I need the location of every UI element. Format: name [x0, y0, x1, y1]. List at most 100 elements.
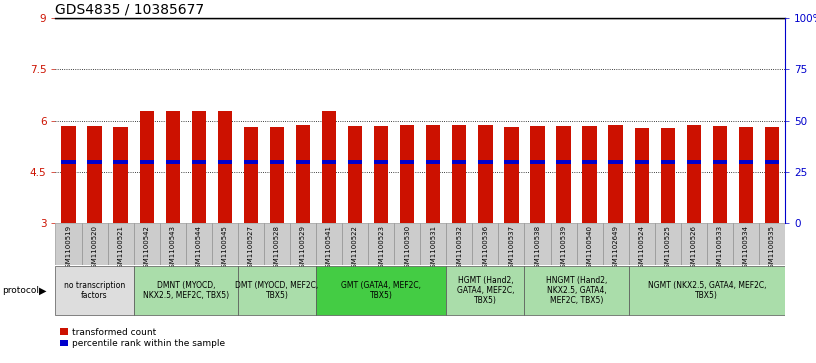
- Bar: [628, 223, 654, 265]
- Bar: [400, 125, 415, 223]
- Text: GSM1100520: GSM1100520: [91, 225, 98, 272]
- Bar: [681, 223, 707, 265]
- Bar: [525, 223, 551, 265]
- Legend: transformed count, percentile rank within the sample: transformed count, percentile rank withi…: [60, 327, 225, 348]
- Text: GSM1100523: GSM1100523: [378, 225, 384, 272]
- Text: GSM1100536: GSM1100536: [482, 225, 488, 273]
- Text: GSM1100521: GSM1100521: [118, 225, 123, 272]
- Bar: [238, 223, 264, 265]
- Bar: [296, 125, 310, 223]
- Text: GSM1100541: GSM1100541: [326, 225, 332, 272]
- Bar: [244, 127, 258, 223]
- Bar: [504, 160, 519, 164]
- Bar: [270, 127, 284, 223]
- Bar: [446, 223, 472, 265]
- Bar: [166, 111, 180, 223]
- Text: GSM1100524: GSM1100524: [639, 225, 645, 272]
- Bar: [192, 111, 206, 223]
- Text: ▶: ▶: [39, 285, 47, 295]
- Bar: [368, 223, 394, 265]
- Bar: [765, 127, 779, 223]
- Bar: [134, 223, 160, 265]
- Bar: [759, 223, 785, 265]
- Text: GSM1100537: GSM1100537: [508, 225, 514, 273]
- Bar: [602, 223, 628, 265]
- Bar: [452, 125, 467, 223]
- Bar: [499, 223, 525, 265]
- Text: GSM1102649: GSM1102649: [613, 225, 619, 272]
- Bar: [264, 223, 290, 265]
- Bar: [765, 160, 779, 164]
- Text: GSM1100540: GSM1100540: [587, 225, 592, 272]
- Text: GSM1100535: GSM1100535: [769, 225, 775, 272]
- Text: no transcription
factors: no transcription factors: [64, 281, 125, 300]
- Bar: [557, 160, 570, 164]
- Bar: [61, 160, 76, 164]
- Bar: [583, 160, 596, 164]
- Bar: [661, 160, 675, 164]
- Bar: [238, 266, 316, 315]
- Bar: [218, 160, 232, 164]
- Bar: [530, 126, 544, 223]
- Text: GSM1100527: GSM1100527: [248, 225, 254, 272]
- Bar: [108, 223, 134, 265]
- Text: GSM1100525: GSM1100525: [665, 225, 671, 272]
- Bar: [316, 223, 342, 265]
- Bar: [296, 160, 310, 164]
- Bar: [134, 266, 238, 315]
- Text: GSM1100526: GSM1100526: [691, 225, 697, 272]
- Bar: [218, 111, 232, 223]
- Bar: [635, 160, 649, 164]
- Bar: [400, 160, 415, 164]
- Text: GSM1100529: GSM1100529: [300, 225, 306, 272]
- Bar: [654, 223, 681, 265]
- Bar: [733, 223, 759, 265]
- Bar: [374, 160, 388, 164]
- Bar: [270, 160, 284, 164]
- Bar: [446, 266, 525, 315]
- Text: GSM1100522: GSM1100522: [353, 225, 358, 272]
- Bar: [504, 127, 519, 223]
- Bar: [712, 160, 727, 164]
- Text: GSM1100544: GSM1100544: [196, 225, 202, 272]
- Bar: [530, 160, 544, 164]
- Text: GSM1100534: GSM1100534: [743, 225, 749, 272]
- Bar: [583, 126, 596, 223]
- Bar: [61, 126, 76, 223]
- Text: GSM1100539: GSM1100539: [561, 225, 566, 273]
- Bar: [525, 266, 628, 315]
- Bar: [738, 160, 753, 164]
- Bar: [394, 223, 420, 265]
- Text: GSM1100528: GSM1100528: [274, 225, 280, 272]
- Bar: [609, 125, 623, 223]
- Bar: [87, 126, 102, 223]
- Bar: [472, 223, 499, 265]
- Bar: [738, 127, 753, 223]
- Text: protocol: protocol: [2, 286, 38, 295]
- Bar: [160, 223, 186, 265]
- Bar: [55, 266, 134, 315]
- Text: DMT (MYOCD, MEF2C,
TBX5): DMT (MYOCD, MEF2C, TBX5): [235, 281, 318, 300]
- Text: GMT (GATA4, MEF2C,
TBX5): GMT (GATA4, MEF2C, TBX5): [341, 281, 421, 300]
- Bar: [322, 160, 336, 164]
- Bar: [452, 160, 467, 164]
- Bar: [712, 126, 727, 223]
- Bar: [348, 160, 362, 164]
- Text: GSM1100530: GSM1100530: [404, 225, 410, 273]
- Text: HGMT (Hand2,
GATA4, MEF2C,
TBX5): HGMT (Hand2, GATA4, MEF2C, TBX5): [457, 276, 514, 305]
- Bar: [551, 223, 577, 265]
- Bar: [113, 160, 128, 164]
- Bar: [87, 160, 102, 164]
- Bar: [686, 160, 701, 164]
- Text: DMNT (MYOCD,
NKX2.5, MEF2C, TBX5): DMNT (MYOCD, NKX2.5, MEF2C, TBX5): [143, 281, 228, 300]
- Bar: [426, 125, 441, 223]
- Bar: [290, 223, 316, 265]
- Text: GSM1100531: GSM1100531: [430, 225, 437, 273]
- Bar: [192, 160, 206, 164]
- Text: GSM1100533: GSM1100533: [717, 225, 723, 273]
- Text: HNGMT (Hand2,
NKX2.5, GATA4,
MEF2C, TBX5): HNGMT (Hand2, NKX2.5, GATA4, MEF2C, TBX5…: [546, 276, 607, 305]
- Bar: [244, 160, 258, 164]
- Bar: [420, 223, 446, 265]
- Text: GDS4835 / 10385677: GDS4835 / 10385677: [55, 3, 205, 17]
- Bar: [55, 223, 82, 265]
